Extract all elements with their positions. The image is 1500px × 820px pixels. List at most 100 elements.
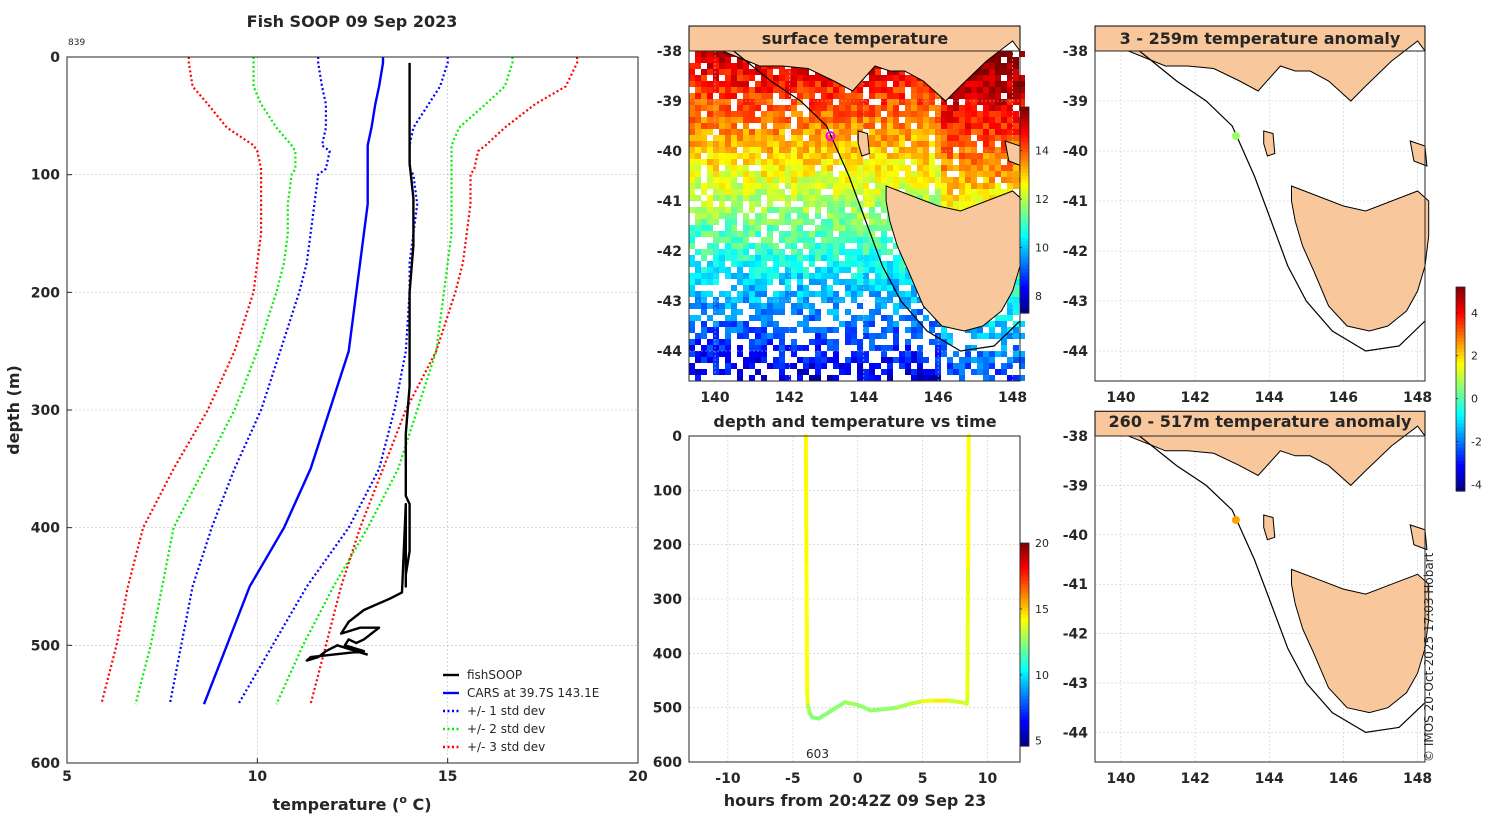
sst-cell	[689, 303, 695, 309]
sst-cell	[767, 75, 773, 81]
sst-cell	[815, 117, 821, 123]
sst-cell	[1013, 375, 1019, 381]
sst-cell	[743, 321, 749, 327]
sst-cell	[767, 99, 773, 105]
sst-cell	[977, 351, 983, 357]
sst-cell	[953, 363, 959, 369]
sst-cell	[707, 315, 713, 321]
sst-cell	[731, 231, 737, 237]
sst-cell	[761, 189, 767, 195]
sst-cell	[815, 279, 821, 285]
sst-map-y-tick-label: -38	[657, 44, 682, 60]
sst-cell	[1007, 93, 1013, 99]
sst-cell	[773, 225, 779, 231]
colorbar-tick-label: -4	[1471, 479, 1482, 492]
colorbar-segment	[1020, 647, 1029, 652]
sst-cell	[743, 297, 749, 303]
sst-cell	[899, 93, 905, 99]
sst-cell	[701, 327, 707, 333]
sst-cell	[767, 141, 773, 147]
sst-cell	[827, 375, 833, 381]
sst-cell	[779, 69, 785, 75]
sst-cell	[731, 69, 737, 75]
sst-cell	[767, 195, 773, 201]
sst-cell	[953, 165, 959, 171]
sst-cell	[785, 195, 791, 201]
sst-cell	[887, 141, 893, 147]
sst-cell	[1019, 363, 1025, 369]
colorbar-segment	[1020, 261, 1029, 266]
sst-cell	[785, 177, 791, 183]
sst-cell	[701, 75, 707, 81]
colorbar-segment	[1020, 295, 1029, 300]
sst-cell	[701, 321, 707, 327]
sst-cell	[695, 81, 701, 87]
sst-cell	[791, 183, 797, 189]
sst-cell	[995, 153, 1001, 159]
sst-cell	[797, 279, 803, 285]
sst-cell	[725, 159, 731, 165]
sst-cell	[779, 345, 785, 351]
sst-cell	[887, 111, 893, 117]
sst-cell	[767, 315, 773, 321]
colorbar-segment	[1456, 293, 1465, 298]
sst-cell	[911, 141, 917, 147]
sst-cell	[731, 213, 737, 219]
sst-cell	[773, 273, 779, 279]
sst-cell	[977, 153, 983, 159]
sst-cell	[779, 213, 785, 219]
sst-cell	[791, 255, 797, 261]
sst-cell	[803, 267, 809, 273]
sst-cell	[929, 339, 935, 345]
sst-cell	[881, 129, 887, 135]
sst-cell	[695, 291, 701, 297]
sst-cell	[833, 123, 839, 129]
sst-cell	[929, 369, 935, 375]
time-y-tick-label: 100	[653, 483, 682, 499]
sst-cell	[689, 81, 695, 87]
sst-cell	[1013, 87, 1019, 93]
colorbar-tick-label: -2	[1471, 436, 1482, 449]
sst-cell	[833, 237, 839, 243]
sst-cell	[887, 315, 893, 321]
sst-cell	[749, 345, 755, 351]
sst-cell	[941, 327, 947, 333]
sst-cell	[1013, 123, 1019, 129]
sst-cell	[791, 219, 797, 225]
colorbar-segment	[1020, 607, 1029, 612]
sst-cell	[959, 147, 965, 153]
sst-cell	[893, 357, 899, 363]
sst-cell	[977, 75, 983, 81]
sst-cell	[953, 153, 959, 159]
sst-cell	[857, 375, 863, 381]
sst-cell	[725, 339, 731, 345]
sst-cell	[857, 171, 863, 177]
sst-cell	[989, 129, 995, 135]
sst-cell	[779, 363, 785, 369]
sst-cell	[695, 57, 701, 63]
sst-cell	[731, 363, 737, 369]
sst-cell	[785, 147, 791, 153]
sst-cell	[857, 87, 863, 93]
sst-cell	[935, 351, 941, 357]
sst-cell	[713, 87, 719, 93]
sst-cell	[875, 141, 881, 147]
sst-cell	[851, 213, 857, 219]
sst-cell	[863, 171, 869, 177]
sst-cell	[893, 123, 899, 129]
sst-cell	[893, 117, 899, 123]
sst-cell	[767, 321, 773, 327]
sst-cell	[1001, 189, 1007, 195]
fishsoop-line	[305, 62, 415, 662]
sst-cell	[857, 177, 863, 183]
sst-cell	[881, 351, 887, 357]
sst-cell	[833, 207, 839, 213]
sst-cell	[1007, 333, 1013, 339]
sst-cell	[989, 63, 995, 69]
sst-cell	[821, 153, 827, 159]
copyright-watermark: © IMOS 20-Oct-2025 17:03 Hobart	[1422, 553, 1436, 763]
sst-cell	[695, 231, 701, 237]
sst-cell	[905, 291, 911, 297]
sst-cell	[881, 303, 887, 309]
sst-cell	[1007, 375, 1013, 381]
